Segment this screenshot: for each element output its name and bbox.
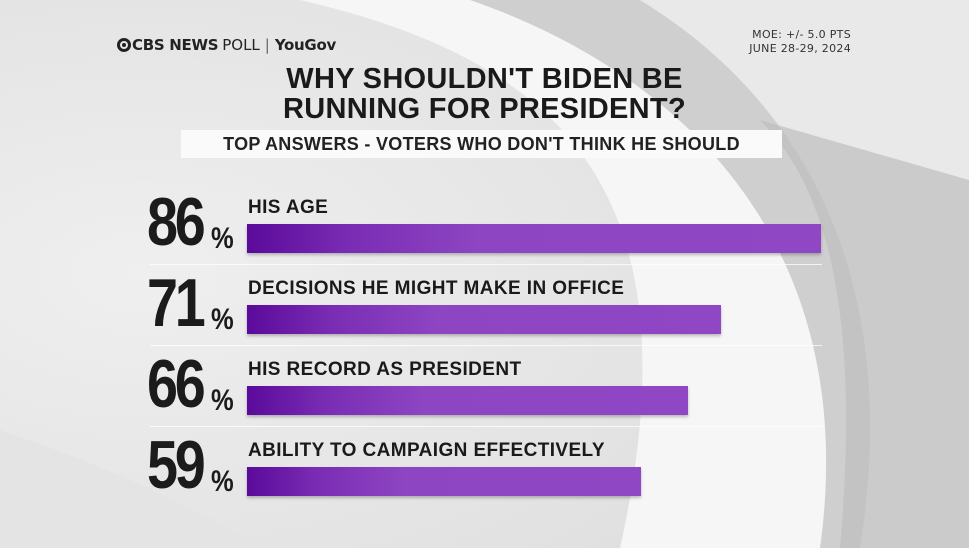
- value-unit: %: [211, 465, 234, 498]
- value-unit: %: [211, 303, 234, 336]
- chart-title-line-1: WHY SHOULDN'T BIDEN BE: [286, 63, 683, 95]
- value-unit: %: [211, 384, 234, 417]
- brand-poll: POLL: [222, 36, 260, 54]
- bar: [247, 386, 688, 415]
- brand-logo: CBS NEWS POLL | YouGov: [117, 36, 336, 54]
- value-number: 71: [147, 265, 206, 341]
- row-divider: [150, 264, 822, 265]
- row-divider: [150, 426, 822, 427]
- value-label: 59%: [147, 427, 234, 503]
- brand-separator: |: [264, 36, 270, 54]
- bar-row: 71% DECISIONS HE MIGHT MAKE IN OFFICE: [0, 264, 969, 348]
- chart-subtitle: TOP ANSWERS - VOTERS WHO DON'T THINK HE …: [181, 130, 782, 158]
- bar: [247, 467, 641, 496]
- category-label: HIS AGE: [248, 197, 329, 218]
- value-label: 86%: [147, 184, 234, 260]
- bar: [247, 305, 721, 334]
- category-label: HIS RECORD AS PRESIDENT: [248, 359, 522, 380]
- value-unit: %: [211, 222, 234, 255]
- poll-date: JUNE 28-29, 2024: [749, 42, 851, 55]
- value-label: 66%: [147, 346, 234, 422]
- poll-meta: MOE: +/- 5.0 PTS JUNE 28-29, 2024: [749, 28, 851, 56]
- brand-partner: YouGov: [274, 36, 336, 54]
- margin-of-error: MOE: +/- 5.0 PTS: [752, 28, 851, 41]
- bar-row: 66% HIS RECORD AS PRESIDENT: [0, 345, 969, 429]
- category-label: ABILITY TO CAMPAIGN EFFECTIVELY: [248, 440, 605, 461]
- bar-row: 59% ABILITY TO CAMPAIGN EFFECTIVELY: [0, 426, 969, 510]
- bar-row: 86% HIS AGE: [0, 187, 969, 267]
- category-label: DECISIONS HE MIGHT MAKE IN OFFICE: [248, 278, 625, 299]
- value-number: 86: [147, 184, 206, 260]
- chart-title-line-2: RUNNING FOR PRESIDENT?: [283, 93, 686, 125]
- row-divider: [150, 345, 822, 346]
- value-number: 66: [147, 346, 206, 422]
- bar: [247, 224, 821, 253]
- cbs-eye-icon: [117, 38, 131, 52]
- brand-main: CBS NEWS: [132, 36, 219, 54]
- value-number: 59: [147, 427, 206, 503]
- value-label: 71%: [147, 265, 234, 341]
